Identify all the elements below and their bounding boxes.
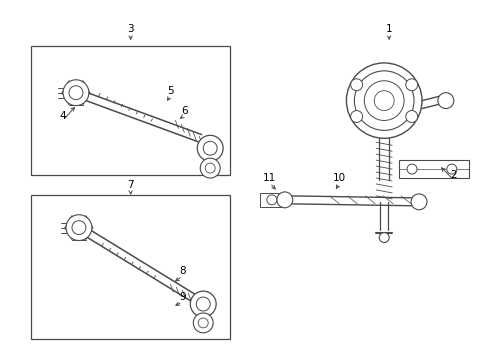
Text: 6: 6 (181, 105, 187, 116)
Text: 4: 4 (60, 111, 66, 121)
Circle shape (197, 135, 223, 161)
Circle shape (203, 141, 217, 155)
Circle shape (196, 297, 210, 311)
Bar (398, 160, 468, 178)
Circle shape (193, 313, 213, 333)
Circle shape (446, 164, 456, 174)
Circle shape (276, 192, 292, 208)
Text: 3: 3 (127, 24, 134, 34)
Text: 1: 1 (385, 24, 392, 34)
Circle shape (346, 63, 421, 138)
Circle shape (205, 163, 215, 173)
Circle shape (190, 291, 216, 317)
Circle shape (69, 86, 83, 100)
Text: 9: 9 (179, 292, 185, 302)
Bar (31, 46, 230, 175)
Circle shape (66, 215, 92, 240)
Circle shape (379, 233, 388, 243)
Circle shape (364, 81, 403, 121)
Text: 11: 11 (263, 173, 276, 183)
Circle shape (354, 71, 413, 130)
Circle shape (198, 318, 208, 328)
Circle shape (266, 195, 276, 205)
Text: 10: 10 (332, 173, 346, 183)
Text: 2: 2 (449, 170, 456, 180)
Circle shape (410, 194, 426, 210)
Circle shape (405, 111, 417, 122)
Circle shape (63, 80, 89, 105)
Circle shape (350, 79, 362, 91)
Bar (31, 195, 230, 339)
Circle shape (406, 164, 416, 174)
Circle shape (373, 91, 393, 111)
Text: 7: 7 (127, 180, 134, 190)
Text: 5: 5 (167, 86, 173, 96)
Circle shape (405, 79, 417, 91)
Circle shape (200, 158, 220, 178)
Circle shape (350, 111, 362, 122)
Text: 8: 8 (179, 266, 185, 276)
Bar (260, 193, 283, 207)
Circle shape (72, 221, 86, 235)
Circle shape (437, 93, 453, 109)
